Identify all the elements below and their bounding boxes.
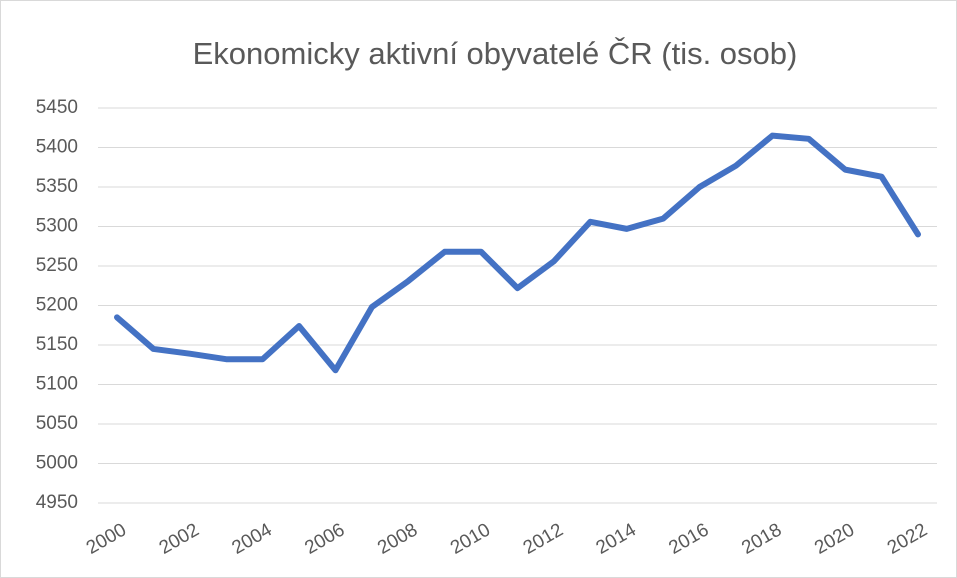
y-tick-label: 5350: [36, 176, 78, 197]
y-tick-label: 5400: [36, 137, 78, 158]
y-tick-label: 5450: [36, 97, 78, 118]
y-tick-label: 5200: [36, 295, 78, 316]
chart-title: Ekonomicky aktivní obyvatelé ČR (tis. os…: [193, 36, 798, 71]
y-tick-label: 5000: [36, 453, 78, 474]
y-tick-label: 4950: [36, 492, 78, 513]
y-tick-label: 5050: [36, 413, 78, 434]
y-tick-label: 5250: [36, 255, 78, 276]
line: [114, 132, 921, 374]
y-tick-label: 5300: [36, 216, 78, 237]
y-tick-label: 5100: [36, 374, 78, 395]
y-tick-label: 5150: [36, 334, 78, 355]
